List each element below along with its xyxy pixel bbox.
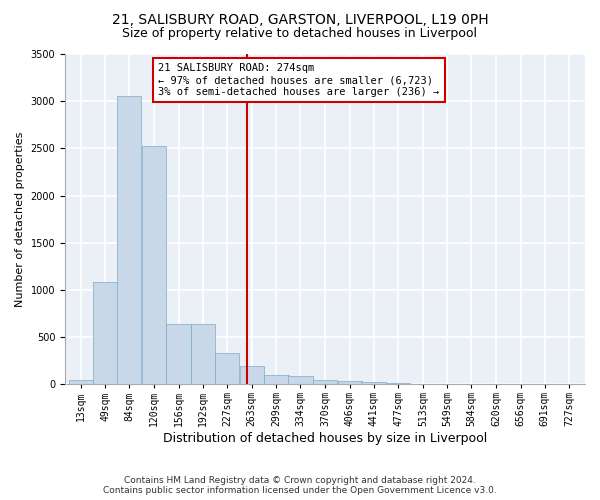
Text: Size of property relative to detached houses in Liverpool: Size of property relative to detached ho… [122,28,478,40]
Bar [191,324,215,384]
Text: 21 SALISBURY ROAD: 274sqm
← 97% of detached houses are smaller (6,723)
3% of sem: 21 SALISBURY ROAD: 274sqm ← 97% of detac… [158,64,439,96]
Bar [68,380,93,384]
Bar [313,380,337,384]
Bar [264,375,289,384]
Text: Contains public sector information licensed under the Open Government Licence v3: Contains public sector information licen… [103,486,497,495]
Y-axis label: Number of detached properties: Number of detached properties [15,132,25,307]
Bar [215,353,239,384]
Bar [117,96,142,384]
X-axis label: Distribution of detached houses by size in Liverpool: Distribution of detached houses by size … [163,432,487,445]
Bar [239,366,264,384]
Text: 21, SALISBURY ROAD, GARSTON, LIVERPOOL, L19 0PH: 21, SALISBURY ROAD, GARSTON, LIVERPOOL, … [112,12,488,26]
Text: Contains HM Land Registry data © Crown copyright and database right 2024.: Contains HM Land Registry data © Crown c… [124,476,476,485]
Bar [338,382,362,384]
Bar [288,376,313,384]
Bar [93,282,118,384]
Bar [361,382,386,384]
Bar [142,146,166,384]
Bar [166,324,191,384]
